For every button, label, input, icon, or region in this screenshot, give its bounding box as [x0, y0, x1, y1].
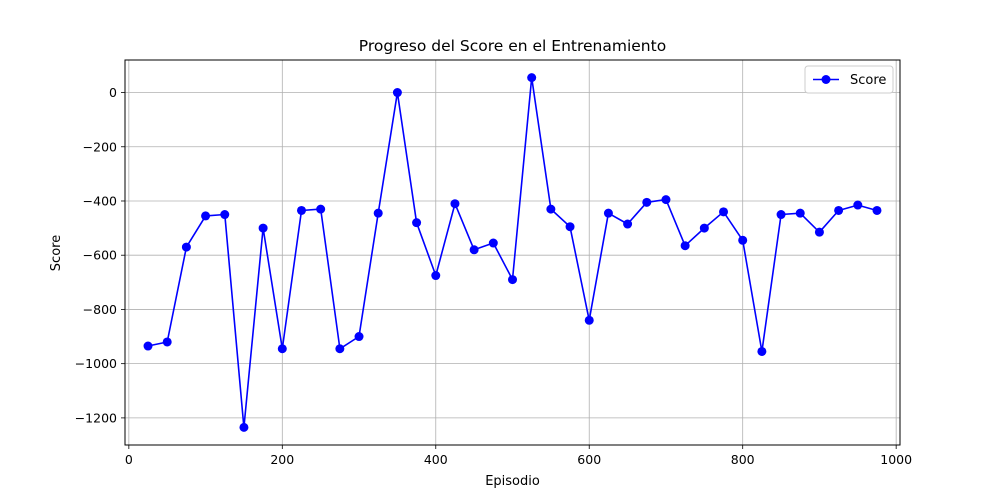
data-point: [795, 208, 805, 218]
data-point: [412, 218, 422, 228]
data-point: [623, 219, 633, 229]
data-point: [508, 275, 517, 285]
y-tick-label: −800: [83, 302, 117, 317]
series-layer: [143, 73, 882, 432]
data-point: [853, 200, 863, 210]
x-axis-label: Episodio: [485, 474, 540, 489]
data-point: [661, 195, 671, 205]
x-tick-label: 200: [270, 452, 294, 467]
data-point: [277, 344, 287, 354]
data-point: [162, 337, 172, 347]
data-point: [642, 197, 652, 207]
data-point: [143, 341, 153, 351]
legend: Score: [804, 65, 894, 94]
data-point: [316, 204, 326, 214]
x-tick-label: 400: [424, 452, 448, 467]
data-point: [680, 241, 690, 251]
x-tick-label: 0: [125, 452, 133, 467]
y-tick-label: −1200: [75, 410, 117, 425]
data-point: [181, 242, 191, 252]
data-point: [392, 88, 402, 98]
data-point: [776, 210, 786, 220]
axis-ticks: 0 200 400 600 800 1000 −1200 −1000 −800 −600 −400 −…: [75, 85, 912, 467]
y-axis-label: Score: [49, 235, 64, 271]
grid: [125, 60, 900, 445]
data-point: [239, 422, 249, 432]
data-point: [719, 207, 729, 217]
data-point: [373, 208, 383, 218]
data-point: [527, 73, 537, 83]
data-point: [431, 271, 441, 281]
x-tick-label: 600: [577, 452, 601, 467]
data-point: [757, 346, 767, 356]
y-tick-label: −200: [83, 139, 117, 154]
data-point: [584, 315, 594, 325]
data-point: [834, 205, 844, 215]
data-point: [201, 211, 211, 221]
data-point: [565, 222, 575, 232]
data-point: [469, 245, 479, 255]
y-tick-label: −600: [83, 248, 117, 263]
series-line-score: [147, 76, 878, 429]
data-point: [488, 238, 498, 248]
data-point: [354, 332, 364, 342]
data-point: [814, 227, 824, 237]
y-tick-label: −400: [83, 193, 117, 208]
data-point: [872, 205, 882, 215]
legend-label-score: Score: [850, 73, 886, 88]
data-point: [220, 210, 230, 220]
data-point: [335, 344, 345, 354]
data-point: [450, 199, 460, 209]
data-point: [738, 235, 748, 245]
legend-box: [804, 65, 894, 94]
legend-marker-swatch: [821, 75, 831, 84]
y-tick-label: 0: [109, 85, 117, 100]
x-tick-label: 1000: [880, 452, 912, 467]
data-point: [546, 204, 556, 214]
data-point: [699, 223, 709, 233]
data-point: [296, 205, 306, 215]
plot-area-frame: [124, 59, 901, 446]
x-tick-label: 800: [731, 452, 755, 467]
chart-title: Progreso del Score en el Entrenamiento: [359, 37, 666, 55]
data-point: [258, 223, 268, 233]
data-point: [603, 208, 613, 218]
y-tick-label: −1000: [75, 356, 117, 371]
